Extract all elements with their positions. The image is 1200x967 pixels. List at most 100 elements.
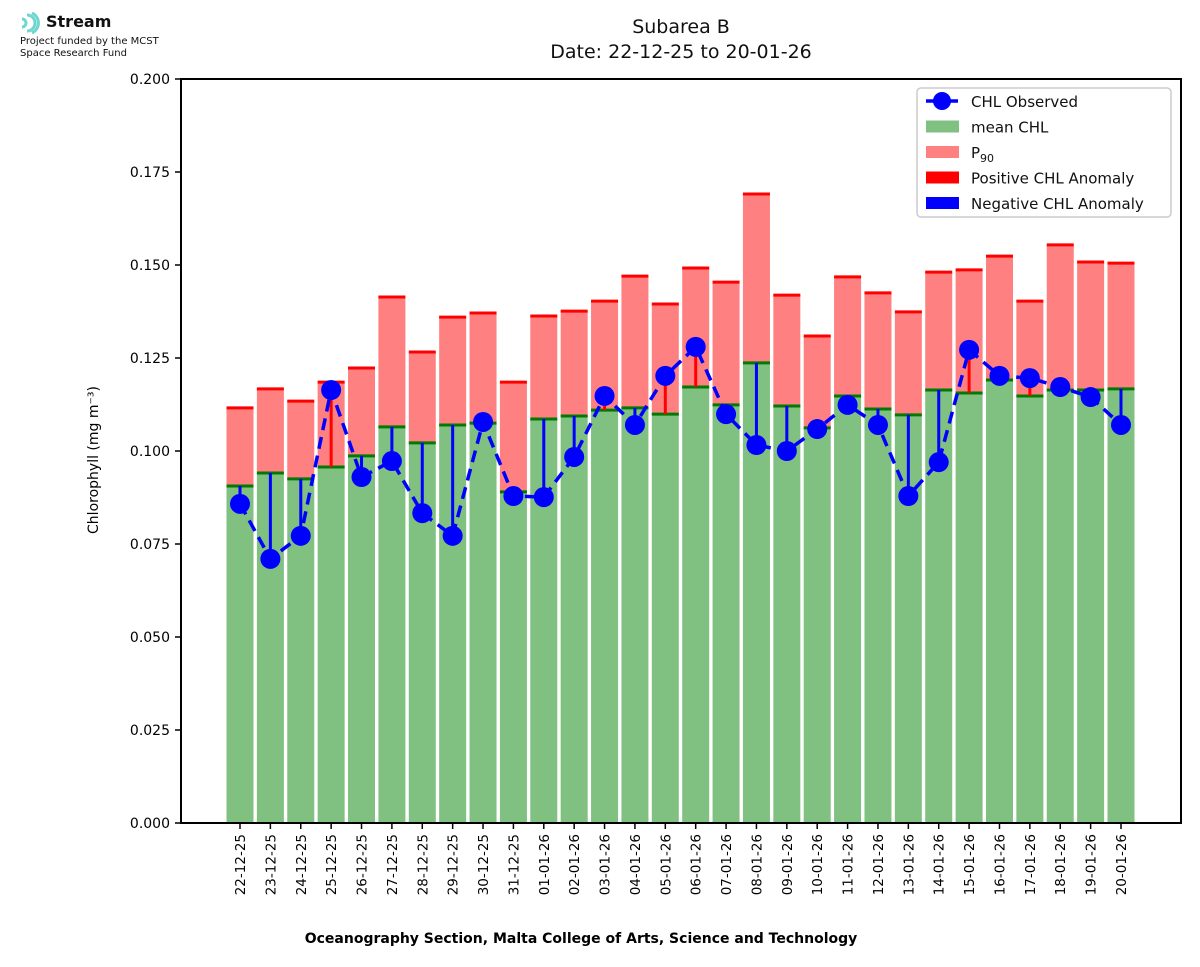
mean-bar xyxy=(469,423,497,823)
observed-point xyxy=(594,385,615,406)
mean-bar xyxy=(378,426,406,823)
p90-bar xyxy=(985,256,1013,380)
y-tick-label: 0.000 xyxy=(130,816,170,832)
observed-point xyxy=(381,451,402,472)
x-tick-label: 24-12-25 xyxy=(294,834,310,895)
observed-point xyxy=(928,452,949,473)
observed-point xyxy=(837,394,858,415)
x-tick-label: 26-12-25 xyxy=(355,834,371,895)
observed-point xyxy=(351,467,372,488)
observed-point xyxy=(473,411,494,432)
mean-bar xyxy=(560,416,588,823)
p90-bar xyxy=(1107,263,1135,389)
x-axis-label: Oceanography Section, Malta College of A… xyxy=(305,931,858,947)
y-tick-label: 0.075 xyxy=(130,537,170,553)
x-tick-label: 28-12-25 xyxy=(415,834,431,895)
mean-bar xyxy=(226,485,254,823)
legend-observed-marker xyxy=(933,92,951,110)
p90-bar xyxy=(864,292,892,409)
p90-bar xyxy=(925,272,953,390)
x-tick-label: 18-01-26 xyxy=(1053,834,1069,895)
observed-point xyxy=(533,487,554,508)
mean-bar xyxy=(621,407,649,823)
p90-bar xyxy=(894,311,922,415)
x-tick-label: 05-01-26 xyxy=(658,834,674,895)
observed-point xyxy=(989,365,1010,386)
x-tick-label: 29-12-25 xyxy=(446,834,462,895)
mean-bar xyxy=(499,491,527,823)
y-tick-label: 0.175 xyxy=(130,165,170,181)
mean-bar xyxy=(834,395,862,823)
x-tick-label: 09-01-26 xyxy=(780,834,796,895)
mean-bar xyxy=(348,455,376,823)
p90-bar xyxy=(742,193,770,363)
observed-point xyxy=(685,336,706,357)
x-tick-label: 14-01-26 xyxy=(932,834,948,895)
observed-point xyxy=(716,404,737,425)
x-tick-label: 02-01-26 xyxy=(567,834,583,895)
mean-bar xyxy=(682,387,710,823)
observed-point xyxy=(1050,377,1071,398)
y-tick-label: 0.050 xyxy=(130,630,170,646)
observed-point xyxy=(959,339,980,360)
x-tick-label: 22-12-25 xyxy=(233,834,249,895)
x-tick-label: 11-01-26 xyxy=(841,834,857,895)
mean-bar xyxy=(712,404,740,823)
observed-point xyxy=(807,419,828,440)
stream-waves-icon xyxy=(21,12,40,34)
mean-bar xyxy=(1016,395,1044,823)
x-tick-label: 23-12-25 xyxy=(263,834,279,895)
mean-bar xyxy=(985,379,1013,823)
mean-bar xyxy=(591,410,619,823)
x-tick-label: 15-01-26 xyxy=(962,834,978,895)
x-tick-label: 03-01-26 xyxy=(598,834,614,895)
x-tick-label: 20-01-26 xyxy=(1114,834,1130,895)
mean-bar xyxy=(955,392,983,823)
p90-bar xyxy=(712,282,740,405)
y-axis-label: Chlorophyll (mg m⁻³) xyxy=(86,386,102,534)
logo-name: Stream xyxy=(46,12,112,31)
observed-point xyxy=(442,525,463,546)
x-tick-label: 16-01-26 xyxy=(992,834,1008,895)
legend-positive-swatch xyxy=(926,171,959,184)
chart-title: Subarea B xyxy=(632,16,730,38)
mean-bar xyxy=(1046,389,1074,823)
mean-bar xyxy=(317,466,345,823)
legend-mean-label: mean CHL xyxy=(971,119,1049,137)
x-tick-label: 30-12-25 xyxy=(476,834,492,895)
observed-point xyxy=(564,446,585,467)
observed-point xyxy=(1019,368,1040,389)
y-tick-label: 0.025 xyxy=(130,723,170,739)
observed-point xyxy=(412,503,433,524)
chart-subtitle: Date: 22-12-25 to 20-01-26 xyxy=(550,41,812,63)
observed-point xyxy=(321,379,342,400)
observed-point xyxy=(1111,414,1131,435)
x-tick-label: 31-12-25 xyxy=(506,834,522,895)
mean-bar xyxy=(773,405,801,823)
x-tick-label: 13-01-26 xyxy=(901,834,917,895)
mean-bar xyxy=(651,414,679,823)
observed-point xyxy=(776,441,797,461)
x-tick-label: 07-01-26 xyxy=(719,834,735,895)
x-tick-label: 10-01-26 xyxy=(810,834,826,895)
legend-box xyxy=(916,87,1172,218)
observed-point xyxy=(1080,387,1101,408)
p90-bar xyxy=(256,388,284,473)
p90-bar xyxy=(1046,244,1074,390)
p90-bar xyxy=(834,276,862,396)
legend-negative-swatch xyxy=(926,197,959,209)
x-tick-label: 25-12-25 xyxy=(324,834,340,895)
y-tick-label: 0.125 xyxy=(130,351,170,367)
p90-bar xyxy=(439,317,467,425)
observed-point xyxy=(655,365,676,386)
mean-bar xyxy=(803,427,831,823)
observed-point xyxy=(898,486,919,507)
mean-bar xyxy=(1077,389,1105,823)
observed-point xyxy=(290,525,311,546)
p90-bar xyxy=(408,352,436,443)
observed-point xyxy=(230,493,250,514)
p90-bar xyxy=(560,311,588,417)
observed-point xyxy=(260,548,281,569)
y-tick-label: 0.200 xyxy=(130,72,170,88)
logo-subtitle: Project funded by the MCST Space Researc… xyxy=(20,36,159,60)
